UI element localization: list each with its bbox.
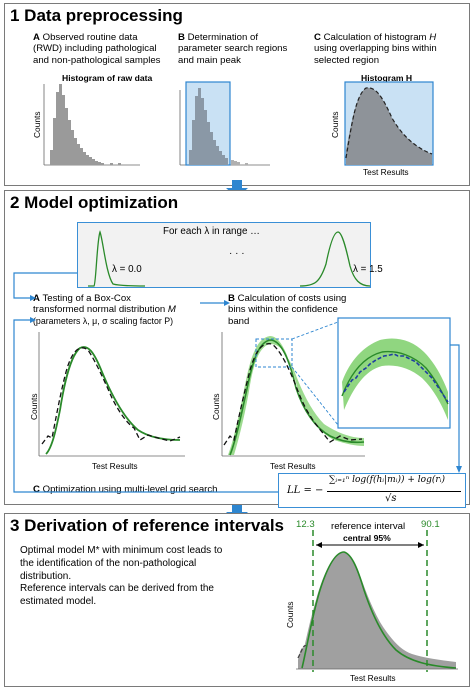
opt-b-text-1: Calculation of costs using [237,293,347,304]
fit-a-xlabel: Test Results [92,461,138,471]
step-c-description: C Calculation of histogram H using overl… [314,32,469,66]
lambda-left-curve [88,230,146,287]
step-b-description: B Determination of parameter search regi… [178,32,308,66]
step-a-text-2: (RWD) including pathological [33,43,157,55]
lower-limit-label: 12.3 [296,519,315,530]
step-a-text-1: Observed routine data [42,32,138,43]
histogram-h-chart [344,81,434,166]
cost-formula: LL = − ∑ᵢ₌₁ⁿ log(f(hᵢ|mᵢ)) + log(rᵢ) √s [278,473,466,508]
zoom-inset [337,317,451,429]
opt-c-text: Optimization using multi-level grid sear… [42,484,218,495]
opt-b-text-3: band [228,315,250,327]
opt-b-letter: B [228,293,235,304]
derivation-line-2: the identification of the non-pathologic… [20,557,197,569]
step-b-text-1: Determination of [187,32,258,43]
region-histogram [179,81,270,166]
derivation-line-3: distribution. [20,570,72,582]
central-95-label: central 95% [343,533,391,543]
flow-lines [13,272,460,493]
opt-a-text-1: Testing of a Box-Cox [42,293,131,304]
step-a-description: A Observed routine data (RWD) including … [33,32,173,66]
derivation-line-4: Reference intervals can be derived from … [20,583,214,595]
step-b-letter: B [178,32,185,43]
opt-b-description: B Calculation of costs using bins within… [228,293,378,327]
step-b-text-2: parameter search regions [178,43,288,55]
derivation-description: Optimal model M* with minimum cost leads… [20,545,240,609]
zoom-connectors [291,321,339,426]
step-c-text-3: selected region [314,54,380,66]
lambda-left-label: λ = 0.0 [112,264,142,275]
fit-b-xlabel: Test Results [270,461,316,471]
step-c-text-1: Calculation of histogram [323,32,427,43]
opt-c-description: C Optimization using multi-level grid se… [33,484,273,495]
raw-histogram-title: Histogram of raw data [62,73,153,83]
step-b-text-3: and main peak [178,54,241,66]
fit-a-chart [38,332,185,457]
fit-b-chart [221,332,365,457]
derivation-line-1: Optimal model M* with minimum cost leads… [20,545,223,556]
section-title-3: 3 Derivation of reference intervals [10,516,285,535]
opt-a-letter: A [33,293,40,304]
upper-limit-label: 90.1 [421,519,440,530]
lambda-right-curve [299,231,371,287]
opt-a-text-2: transformed normal distribution [33,304,166,316]
formula-denominator: √s [385,493,397,504]
step-c-letter: C [314,32,321,43]
opt-c-letter: C [33,484,40,495]
opt-a-description: A Testing of a Box-Cox transformed norma… [33,293,233,327]
final-fit-chart [296,530,458,672]
lambda-ellipsis: · · · [229,248,245,259]
lambda-range-box [77,222,371,288]
formula-numerator: ∑ᵢ₌₁ⁿ log(f(hᵢ|mᵢ)) + log(rᵢ) [329,475,445,485]
lambda-caption: For each λ in range … [163,226,260,237]
step-c-text-2: using overlapping bins within [314,43,437,55]
histogram-h-title: Histogram H [361,73,413,83]
raw-histogram [43,84,140,166]
formula-fraction-bar [327,491,461,492]
section-title-1: 1 Data preprocessing [10,6,183,25]
opt-a-text-var: M [167,304,176,316]
lambda-right-label: λ = 1.5 [353,264,383,275]
opt-a-text-3: (parameters λ, μ, σ scaling factor P) [33,315,174,326]
derivation-line-5: estimated model. [20,596,97,608]
histogram-h-xlabel: Test Results [363,167,409,177]
section-title-2: 2 Model optimization [10,193,179,212]
opt-b-text-2: bins within the confidence [228,304,338,316]
step-a-letter: A [33,32,40,43]
step-a-text-3: and non-pathological samples [33,54,161,66]
step-c-text-var: H [429,32,437,43]
final-xlabel: Test Results [350,673,396,683]
formula-lhs: LL = − [287,485,324,496]
reference-interval-label: reference interval [331,521,406,532]
